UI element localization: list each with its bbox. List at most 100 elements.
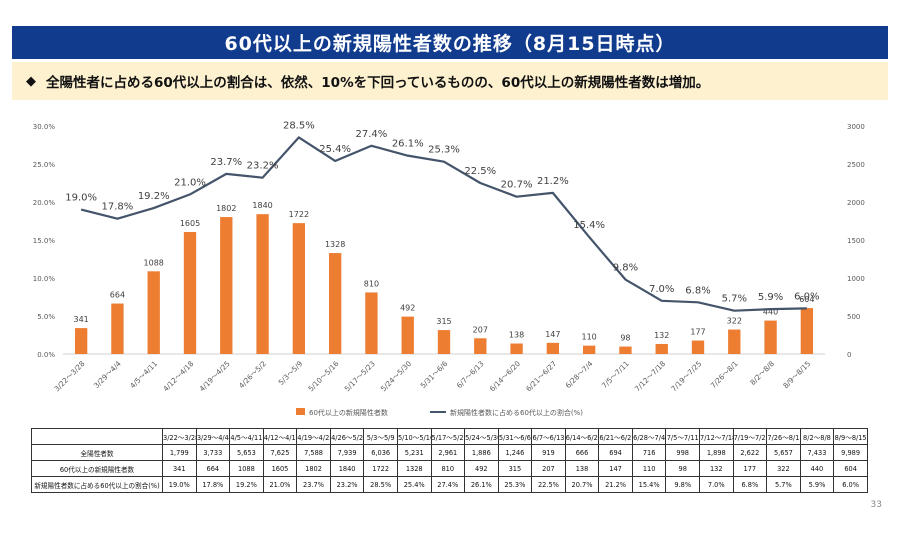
x-tick-label: 4/19～4/25	[197, 359, 231, 393]
line-data-label: 23.7%	[210, 157, 242, 168]
table-cell: 22.5%	[531, 476, 566, 493]
table-cell: 7,588	[296, 444, 331, 461]
combo-chart: 0.0% 5.0% 10.0% 15.0% 20.0% 25.0% 30.0% 0 500 100…	[33, 120, 865, 417]
x-tick-label: 6/14～6/20	[488, 359, 523, 394]
line-data-label: 6.8%	[685, 285, 710, 296]
x-tick-label: 5/3～5/9	[276, 359, 304, 387]
table-row: 新規陽性者数に占める60代以上の割合(%) 19.0% 17.8% 19.2% 21.0…	[31, 476, 868, 493]
page-title: 60代以上の新規陽性者数の推移（8月15日時点）	[12, 26, 888, 59]
y-right-tick-label: 1000	[847, 275, 865, 283]
table-cell: 6,036	[363, 444, 398, 461]
table-cell: 2,622	[732, 444, 768, 461]
bar	[256, 214, 269, 354]
x-tick-label: 8/9～8/15	[781, 359, 812, 390]
table-cell: 23.2%	[329, 476, 365, 493]
bar-data-label: 1605	[180, 219, 200, 228]
table-header-cell: 7/26～8/1	[766, 428, 801, 445]
table-cell: 5,653	[229, 444, 264, 461]
bar-data-label: 440	[763, 308, 778, 317]
bar-data-label: 132	[654, 331, 669, 340]
bar	[582, 345, 596, 354]
x-tick-label: 4/5～4/11	[128, 359, 159, 390]
diamond-bullet-icon: ◆	[26, 73, 36, 89]
bar	[147, 271, 160, 354]
x-tick-label: 5/24～5/30	[379, 359, 414, 394]
bar	[619, 346, 632, 354]
bar	[183, 232, 197, 354]
table-header-cell: 6/7～6/13	[531, 428, 566, 445]
y-left-tick-label: 30.0%	[33, 123, 56, 131]
legend-bar-label: 60代以上の新規陽性者数	[309, 408, 388, 417]
table-cell: 19.2%	[229, 476, 264, 493]
x-tick-label: 6/28～7/4	[564, 359, 595, 390]
table-header-cell: 6/28～7/4	[631, 428, 667, 445]
bar-data-label: 110	[582, 333, 597, 342]
bar	[74, 328, 88, 354]
table-cell: 6.8%	[732, 476, 768, 493]
table-header-cell: 6/21～6/27	[598, 428, 633, 445]
line-data-label: 5.7%	[722, 294, 747, 305]
table-cell: 2,961	[430, 444, 466, 461]
table-header-cell: 3/29～4/4	[195, 428, 231, 445]
table-cell: 5.7%	[766, 476, 801, 493]
line-data-label: 23.2%	[247, 161, 279, 172]
table-cell: 147	[598, 460, 633, 477]
table-cell: 15.4%	[631, 476, 667, 493]
bar	[764, 320, 777, 354]
bar	[111, 303, 124, 354]
table-cell: 1605	[262, 460, 298, 477]
bar	[546, 342, 560, 354]
y-left-tick-label: 25.0%	[33, 161, 56, 169]
bar-data-label: 1840	[252, 201, 272, 210]
x-tick-label: 7/26～8/1	[709, 359, 740, 390]
table-cell: 25.3%	[497, 476, 533, 493]
table-cell: 21.2%	[598, 476, 633, 493]
summary-text: 全陽性者に占める60代以上の割合は、依然、10%を下回っているものの、60代以上…	[46, 75, 710, 91]
table-header-cell: 3/22～3/28	[162, 428, 197, 445]
line-data-label: 26.1%	[392, 139, 424, 150]
table-header-cell: 5/10～5/16	[396, 428, 432, 445]
table-cell: 21.0%	[262, 476, 298, 493]
bar	[328, 253, 342, 354]
table-cell: 1,898	[699, 444, 734, 461]
table-row: 60代以上の新規陽性者数 341 664 1088 1605 1802 1840 1722 13…	[31, 460, 868, 477]
table-cell: 440	[799, 460, 835, 477]
bar-data-label: 322	[727, 317, 742, 326]
data-table: 3/22～3/28 3/29～4/4 4/5～4/11 4/12～4/18 4/19～4…	[31, 428, 868, 493]
bar	[474, 338, 487, 354]
bar-data-label: 138	[509, 331, 524, 340]
table-cell: 20.7%	[564, 476, 600, 493]
bar-data-label: 1328	[325, 240, 345, 249]
table-cell: 322	[766, 460, 801, 477]
table-header-cell: 4/5～4/11	[229, 428, 264, 445]
bar-data-label: 1722	[289, 210, 309, 219]
table-cell: 138	[564, 460, 600, 477]
bar-data-label: 341	[74, 315, 89, 324]
line-data-label: 25.4%	[319, 144, 351, 155]
table-cell: 19.0%	[162, 476, 197, 493]
table-cell: 694	[598, 444, 633, 461]
line-data-label: 15.4%	[573, 220, 605, 231]
table-row: 全陽性者数 1,799 3,733 5,653 7,625 7,588 7,939 6,036…	[31, 444, 868, 461]
table-cell: 9,989	[833, 444, 868, 461]
table-cell: 7.0%	[699, 476, 734, 493]
x-tick-label: 4/26～5/2	[237, 359, 268, 390]
table-cell: 5,657	[766, 444, 801, 461]
line-data-label: 5.9%	[758, 292, 783, 303]
bar	[365, 292, 378, 354]
table-cell: 1,886	[464, 444, 499, 461]
table-header-row: 3/22～3/28 3/29～4/4 4/5～4/11 4/12～4/18 4/19～4…	[31, 428, 868, 445]
table-corner-cell	[31, 428, 163, 445]
chart-area: 0.0% 5.0% 10.0% 15.0% 20.0% 25.0% 30.0% 0 500 100…	[0, 100, 900, 426]
x-tick-label: 6/7～6/13	[455, 359, 486, 390]
table-cell: 7,433	[799, 444, 835, 461]
table-cell: 23.7%	[296, 476, 331, 493]
bar-data-label: 177	[690, 328, 705, 337]
bar	[728, 329, 741, 354]
x-tick-label: 3/29～4/4	[92, 359, 123, 390]
bar-data-label: 1802	[216, 204, 236, 213]
y-left-tick-label: 10.0%	[33, 275, 56, 283]
table-header-cell: 5/3～5/9	[363, 428, 398, 445]
bar-data-label: 664	[110, 291, 125, 300]
table-row-label: 60代以上の新規陽性者数	[31, 460, 163, 477]
